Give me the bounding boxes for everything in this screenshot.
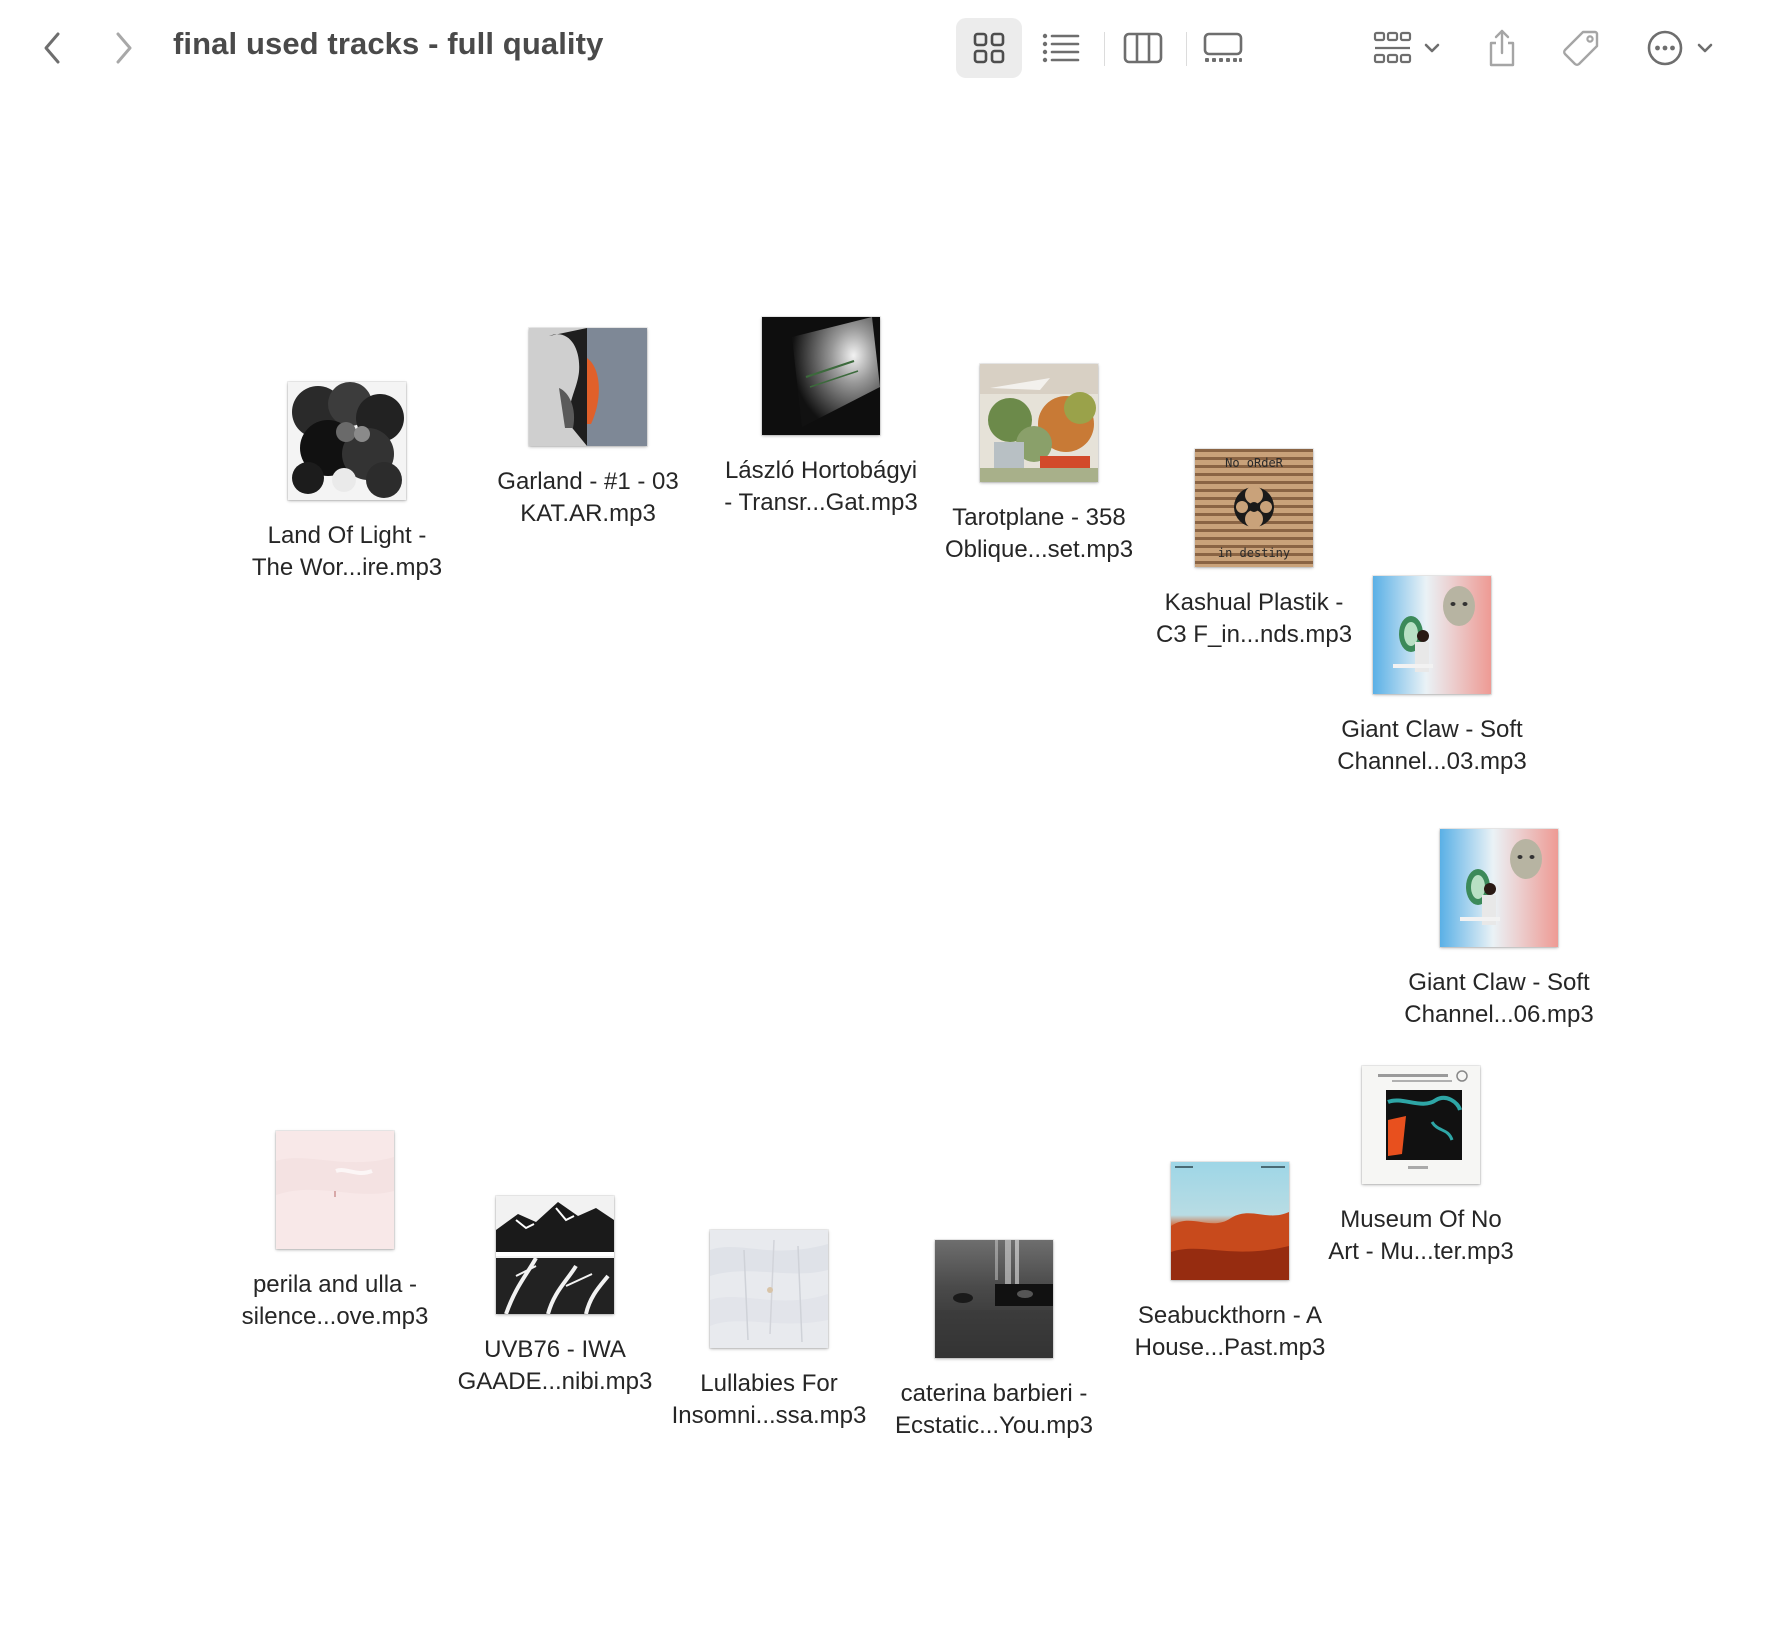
ellipsis-circle-icon [1647, 30, 1683, 66]
share-button[interactable] [1474, 18, 1530, 78]
toolbar-divider [1104, 32, 1105, 66]
file-name: Lullabies For Insomni...ssa.mp3 [671, 1370, 867, 1429]
album-art-thumbnail [710, 1230, 828, 1348]
chevron-down-icon [1424, 43, 1440, 53]
file-item[interactable]: Giant Claw - Soft Channel...03.mp3 [1322, 576, 1542, 778]
album-art-thumbnail [935, 1240, 1053, 1358]
album-art-thumbnail [980, 364, 1098, 482]
columns-icon [1123, 32, 1163, 64]
forward-button[interactable] [104, 24, 144, 72]
window-title: final used tracks - full quality [173, 26, 604, 61]
file-item[interactable]: Lullabies For Insomni...ssa.mp3 [659, 1230, 879, 1432]
file-name: Giant Claw - Soft Channel...03.mp3 [1337, 716, 1527, 775]
file-name: Tarotplane - 358 Oblique...set.mp3 [944, 504, 1134, 563]
group-icon [1373, 31, 1412, 64]
file-item[interactable]: Museum Of No Art - Mu...ter.mp3 [1311, 1066, 1531, 1268]
file-name: Seabuckthorn - A House...Past.mp3 [1134, 1302, 1326, 1361]
file-item[interactable]: UVB76 - IWA GAADE...nibi.mp3 [445, 1196, 665, 1398]
chevron-left-icon [44, 32, 60, 64]
tag-icon [1563, 30, 1599, 66]
svg-text:in destiny: in destiny [1218, 546, 1290, 560]
file-item[interactable]: caterina barbieri - Ecstatic...You.mp3 [884, 1240, 1104, 1442]
album-art-thumbnail [288, 382, 406, 500]
column-view-button[interactable] [1110, 18, 1176, 78]
chevron-right-icon [116, 32, 132, 64]
album-art-thumbnail [1171, 1162, 1289, 1280]
chevron-down-icon [1697, 43, 1713, 53]
file-item[interactable]: perila and ulla - silence...ove.mp3 [225, 1131, 445, 1333]
file-name: Land Of Light - The Wor...ire.mp3 [251, 522, 443, 581]
file-name: Museum Of No Art - Mu...ter.mp3 [1328, 1206, 1514, 1265]
file-item[interactable]: Seabuckthorn - A House...Past.mp3 [1120, 1162, 1340, 1364]
file-name: László Hortobágyi - Transr...Gat.mp3 [724, 457, 918, 516]
back-button[interactable] [32, 24, 72, 72]
svg-text:No oRdeR: No oRdeR [1225, 456, 1284, 470]
gallery-view-button[interactable] [1190, 18, 1256, 78]
album-art-thumbnail: No oRdeR in destiny [1195, 449, 1313, 567]
file-item[interactable]: Tarotplane - 358 Oblique...set.mp3 [929, 364, 1149, 566]
album-art-thumbnail [762, 317, 880, 435]
album-art-thumbnail [529, 328, 647, 446]
share-icon [1489, 29, 1515, 67]
list-icon [1042, 33, 1080, 63]
file-name: Kashual Plastik - C3 F_in...nds.mp3 [1155, 589, 1353, 648]
file-icon-area: Land Of Light - The Wor...ire.mp3 Garlan… [0, 96, 1776, 1650]
list-view-button[interactable] [1028, 18, 1094, 78]
file-name: caterina barbieri - Ecstatic...You.mp3 [895, 1380, 1093, 1439]
album-art-thumbnail [1362, 1066, 1480, 1184]
file-item[interactable]: László Hortobágyi - Transr...Gat.mp3 [711, 317, 931, 519]
toolbar-divider [1186, 32, 1187, 66]
file-item[interactable]: Land Of Light - The Wor...ire.mp3 [237, 382, 457, 584]
more-actions-button[interactable] [1636, 18, 1724, 78]
file-name: Giant Claw - Soft Channel...06.mp3 [1404, 969, 1594, 1028]
grid-icon [973, 32, 1005, 64]
tags-button[interactable] [1550, 18, 1612, 78]
gallery-icon [1203, 32, 1243, 62]
file-item[interactable]: Giant Claw - Soft Channel...06.mp3 [1389, 829, 1609, 1031]
album-art-thumbnail [1373, 576, 1491, 694]
file-item[interactable]: Garland - #1 - 03 KAT.AR.mp3 [478, 328, 698, 530]
file-name: Garland - #1 - 03 KAT.AR.mp3 [497, 468, 679, 527]
toolbar: final used tracks - full quality [0, 0, 1776, 96]
album-art-thumbnail [1440, 829, 1558, 947]
file-name: perila and ulla - silence...ove.mp3 [241, 1271, 429, 1330]
album-art-thumbnail [276, 1131, 394, 1249]
file-item[interactable]: No oRdeR in destiny Kashual Plastik - C3… [1144, 449, 1364, 651]
album-art-thumbnail [496, 1196, 614, 1314]
file-name: UVB76 - IWA GAADE...nibi.mp3 [457, 1336, 653, 1395]
icon-view-button[interactable] [956, 18, 1022, 78]
group-by-button[interactable] [1362, 18, 1452, 78]
